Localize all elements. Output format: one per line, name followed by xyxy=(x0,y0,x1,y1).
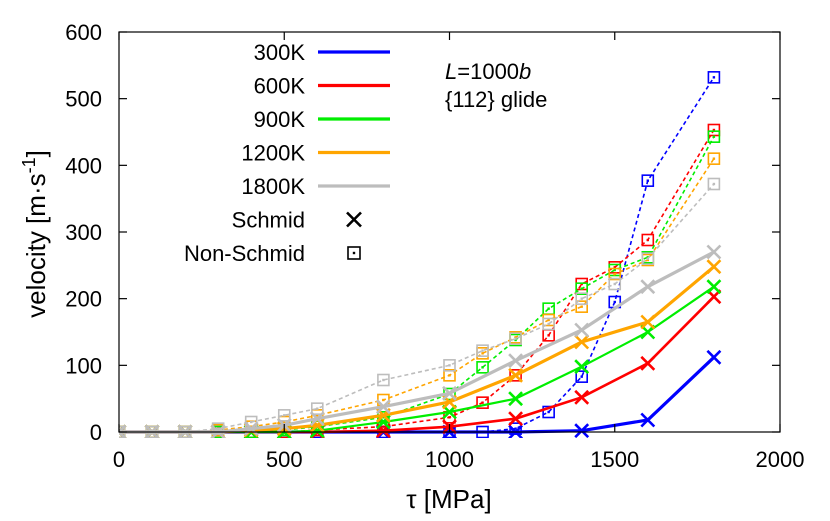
legend-marker-schmid xyxy=(346,211,362,228)
schmid-point xyxy=(706,259,722,275)
series-600k xyxy=(119,123,722,438)
non-schmid-line-1200k xyxy=(119,158,715,433)
schmid-point xyxy=(309,411,325,427)
schmid-point xyxy=(243,421,259,437)
non-schmid-point xyxy=(509,422,522,435)
axes: 0 500 1000 1500 2000 0 100 200 300 400 500 600 xyxy=(65,20,804,472)
y-tick-label: 200 xyxy=(65,287,102,312)
y-axis-title: velocity [m·s-1] xyxy=(19,150,51,318)
x-tick-label: 1000 xyxy=(425,447,474,472)
legend-marker-non-schmid xyxy=(347,246,361,260)
non-schmid-point xyxy=(707,177,721,191)
schmid-point xyxy=(640,412,656,428)
non-schmid-line-600k xyxy=(119,129,715,433)
non-schmid-point xyxy=(443,369,456,382)
non-schmid-point xyxy=(641,252,655,265)
schmid-point xyxy=(574,389,590,405)
annotation-line1: L=1000b xyxy=(445,59,531,84)
annotation-line2: {112} glide xyxy=(445,87,547,112)
non-schmid-point xyxy=(575,370,589,383)
non-schmid-line-1800k xyxy=(119,183,715,433)
schmid-point xyxy=(574,359,590,375)
x-tick-label: 1500 xyxy=(590,447,639,472)
non-schmid-point xyxy=(707,71,721,84)
non-schmid-point xyxy=(641,174,655,187)
legend-label-1800k: 1800K xyxy=(241,174,305,199)
legend-label-600k: 600K xyxy=(254,74,306,99)
non-schmid-point xyxy=(377,373,390,387)
legend-label-900k: 900K xyxy=(254,107,306,132)
x-tick-label: 0 xyxy=(113,447,125,472)
legend: 300K 600K 900K 1200K 1800K Schmid Non-Schmid xyxy=(184,40,390,266)
schmid-line-1800k xyxy=(119,250,715,434)
non-schmid-point xyxy=(707,130,721,143)
non-schmid-point xyxy=(277,409,291,422)
schmid-line-300k xyxy=(119,356,716,434)
schmid-point xyxy=(640,314,656,330)
non-schmid-point xyxy=(542,302,555,315)
schmid-point xyxy=(574,423,590,438)
non-schmid-point xyxy=(707,152,721,165)
schmid-point xyxy=(508,411,524,427)
non-schmid-point xyxy=(575,292,589,305)
non-schmid-point xyxy=(476,361,489,374)
legend-label-schmid: Schmid xyxy=(232,208,305,233)
non-schmid-point xyxy=(211,422,225,435)
non-schmid-point xyxy=(509,332,522,345)
y-tick-label: 500 xyxy=(65,87,102,112)
x-tick-label: 2000 xyxy=(756,447,805,472)
non-schmid-point xyxy=(542,405,555,419)
non-schmid-point xyxy=(707,123,721,137)
non-schmid-point xyxy=(608,277,622,291)
y-tick-label: 400 xyxy=(65,153,102,178)
schmid-point xyxy=(640,355,656,371)
non-schmid-point xyxy=(575,300,589,313)
schmid-point xyxy=(574,334,590,350)
non-schmid-point xyxy=(310,402,324,415)
schmid-point xyxy=(640,279,656,295)
schmid-line-1200k xyxy=(119,265,715,434)
non-schmid-point xyxy=(641,233,655,247)
x-tick-label: 500 xyxy=(266,447,303,472)
non-schmid-point xyxy=(608,267,622,281)
y-tick-label: 100 xyxy=(65,353,102,378)
legend-label-1200k: 1200K xyxy=(241,141,305,166)
non-schmid-point xyxy=(542,317,555,331)
schmid-point xyxy=(574,322,590,338)
schmid-line-600k xyxy=(119,295,715,434)
schmid-point xyxy=(706,244,722,260)
series-900k xyxy=(119,130,722,438)
series-1200k xyxy=(119,152,722,438)
schmid-point xyxy=(119,424,127,438)
schmid-point xyxy=(375,399,391,415)
schmid-point xyxy=(375,414,391,430)
schmid-point xyxy=(508,367,524,383)
non-schmid-point xyxy=(575,282,589,295)
legend-label-300k: 300K xyxy=(254,40,306,65)
schmid-point xyxy=(508,353,524,369)
y-tick-label: 300 xyxy=(65,220,102,245)
y-tick-label: 0 xyxy=(90,420,102,445)
schmid-point xyxy=(706,349,722,365)
non-schmid-point xyxy=(476,396,489,409)
schmid-point xyxy=(508,391,524,407)
legend-label-non-schmid: Non-Schmid xyxy=(184,241,305,266)
y-tick-label: 600 xyxy=(65,20,102,45)
non-schmid-point xyxy=(443,359,456,372)
schmid-point xyxy=(706,279,722,295)
schmid-point xyxy=(442,385,457,401)
non-schmid-point xyxy=(476,344,489,357)
plot-area xyxy=(119,71,722,438)
series-1800k xyxy=(119,177,722,438)
x-axis-title: τ [MPa] xyxy=(406,484,491,514)
